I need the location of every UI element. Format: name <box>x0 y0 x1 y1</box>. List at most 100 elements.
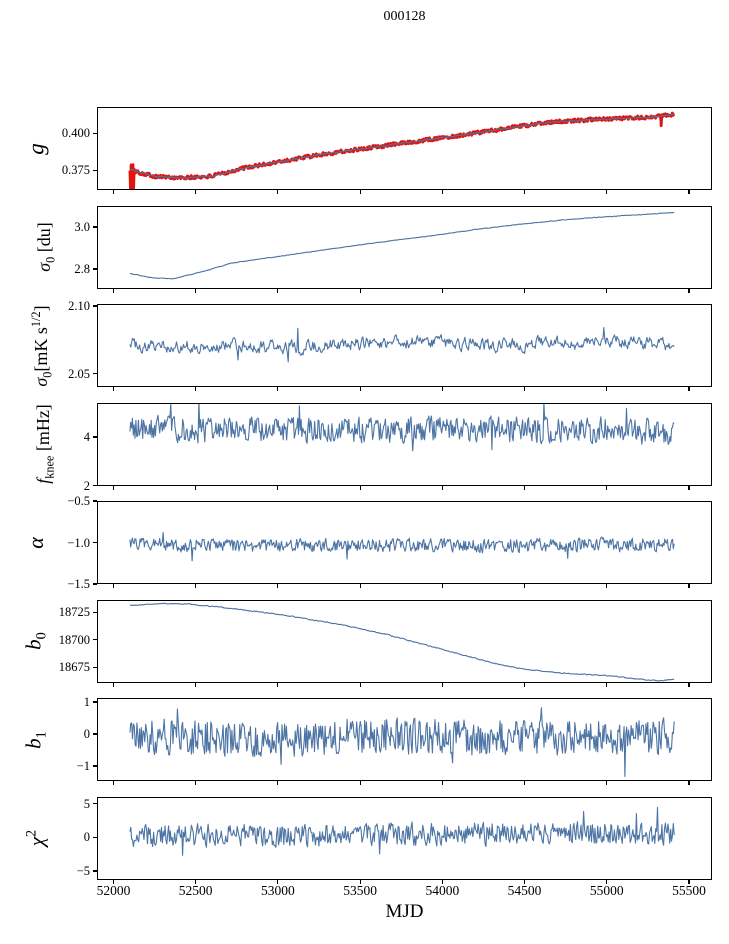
panel-fknee <box>97 402 712 486</box>
x-tick-mark <box>688 879 690 884</box>
y-tick-label: 0.375 <box>61 163 90 177</box>
y-axis-label-g: g <box>23 142 49 155</box>
y-tick-mark <box>93 484 97 487</box>
b1-line <box>129 707 675 778</box>
x-tick-mark <box>688 485 690 490</box>
y-axis-label-segment: χ <box>24 836 49 847</box>
y-axis-label-segment: [mHz] <box>33 404 54 456</box>
x-tick-mark <box>359 387 361 391</box>
x-tick-mark <box>359 879 361 884</box>
y-tick-mark <box>93 169 97 171</box>
y-tick-mark <box>93 836 97 838</box>
y-axis-label-chi2: χ2 <box>23 829 49 847</box>
x-tick-label: 54000 <box>425 883 460 898</box>
y-tick-mark <box>93 611 97 613</box>
y-axis-label-alpha: α <box>23 537 48 549</box>
x-tick-mark <box>688 584 690 588</box>
x-tick-mark <box>441 190 443 194</box>
x-tick-mark <box>195 485 197 490</box>
y-tick-mark <box>93 500 97 502</box>
x-tick-mark <box>359 682 361 687</box>
x-tick-mark <box>277 682 279 687</box>
panel-b1 <box>97 698 712 781</box>
panel-b0-plot-area <box>129 602 675 682</box>
x-tick-mark <box>112 682 115 687</box>
plot-title: 000128 <box>383 9 426 24</box>
y-tick-mark <box>93 541 97 544</box>
x-tick-mark <box>441 682 443 687</box>
y-tick-mark <box>93 436 97 438</box>
y-axis-label-segment: 0 <box>40 371 55 378</box>
y-tick-label: 3.0 <box>74 219 90 234</box>
x-tick-label: 53500 <box>343 883 377 898</box>
panel-sigma0-du <box>97 205 712 289</box>
x-tick-mark <box>359 190 361 194</box>
panel-fknee-plot-area <box>129 403 675 451</box>
y-axis-label-segment: [du] <box>34 222 55 257</box>
y-tick-label: 2.10 <box>68 298 90 313</box>
y-tick-label: −0.5 <box>67 493 90 508</box>
panel-g <box>97 107 712 190</box>
x-tick-mark <box>359 584 361 588</box>
y-axis-label-b1: b1 <box>21 730 50 749</box>
y-tick-label: 0.400 <box>61 125 90 140</box>
y-tick-mark <box>93 666 97 668</box>
y-tick-label: −1 <box>76 758 90 773</box>
sigma0-du-line <box>129 211 675 279</box>
y-axis-label-segment: knee <box>42 455 57 479</box>
y-tick-label: 0 <box>83 830 90 844</box>
x-tick-label: 55500 <box>672 883 706 898</box>
alpha-line <box>129 531 675 562</box>
x-tick-mark <box>195 781 197 785</box>
x-tick-mark <box>606 485 608 490</box>
panel-chi2-plot-area <box>129 806 675 856</box>
y-axis-label-segment: σ <box>31 377 52 387</box>
chi2-line <box>129 806 675 856</box>
y-tick-label: 1 <box>83 694 90 709</box>
x-tick-mark <box>441 781 443 785</box>
x-tick-mark <box>606 288 608 293</box>
panel-b0 <box>97 599 712 683</box>
x-tick-mark <box>112 584 115 588</box>
y-tick-label: 5 <box>83 796 90 811</box>
y-axis-label-segment: 1/2 <box>29 310 44 327</box>
x-tick-mark <box>523 485 526 490</box>
y-tick-mark <box>93 870 97 872</box>
x-tick-mark <box>112 288 115 293</box>
y-axis-label-segment: 2 <box>23 829 40 837</box>
x-tick-mark <box>277 781 279 785</box>
panel-alpha-plot-area <box>129 531 675 562</box>
y-tick-label: 2 <box>83 478 90 493</box>
y-tick-mark <box>93 226 97 228</box>
x-tick-mark <box>195 288 197 293</box>
x-tick-mark <box>688 682 690 687</box>
y-tick-label: 2.05 <box>68 366 90 381</box>
x-tick-mark <box>688 781 690 785</box>
x-tick-mark <box>277 387 279 391</box>
y-tick-label: 0 <box>83 726 90 741</box>
y-tick-mark <box>93 372 97 375</box>
x-tick-mark <box>606 190 608 194</box>
sigma0-mK-line <box>129 327 675 363</box>
x-tick-mark <box>523 288 526 293</box>
g-fit-line-red <box>128 111 676 189</box>
x-tick-mark <box>523 387 526 391</box>
x-tick-label: 53000 <box>261 883 295 898</box>
y-tick-label: 18700 <box>58 632 90 647</box>
x-tick-mark <box>606 387 608 391</box>
panel-alpha <box>97 501 712 584</box>
y-tick-label: 2.8 <box>74 261 90 276</box>
x-tick-mark <box>688 190 690 194</box>
y-axis-label-segment: g <box>23 142 49 155</box>
x-tick-mark <box>112 781 115 785</box>
y-axis-label-b0: b0 <box>21 632 50 650</box>
panel-sigma0-mK-plot-area <box>129 327 675 363</box>
x-tick-mark <box>195 879 197 884</box>
fknee-line <box>129 403 675 451</box>
y-axis-label-segment: 1 <box>33 730 50 738</box>
b0-line <box>129 602 675 682</box>
y-axis-label-segment: 0 <box>33 632 50 640</box>
y-tick-mark <box>93 132 97 134</box>
y-tick-label: 18725 <box>58 604 90 619</box>
x-tick-mark <box>277 190 279 194</box>
